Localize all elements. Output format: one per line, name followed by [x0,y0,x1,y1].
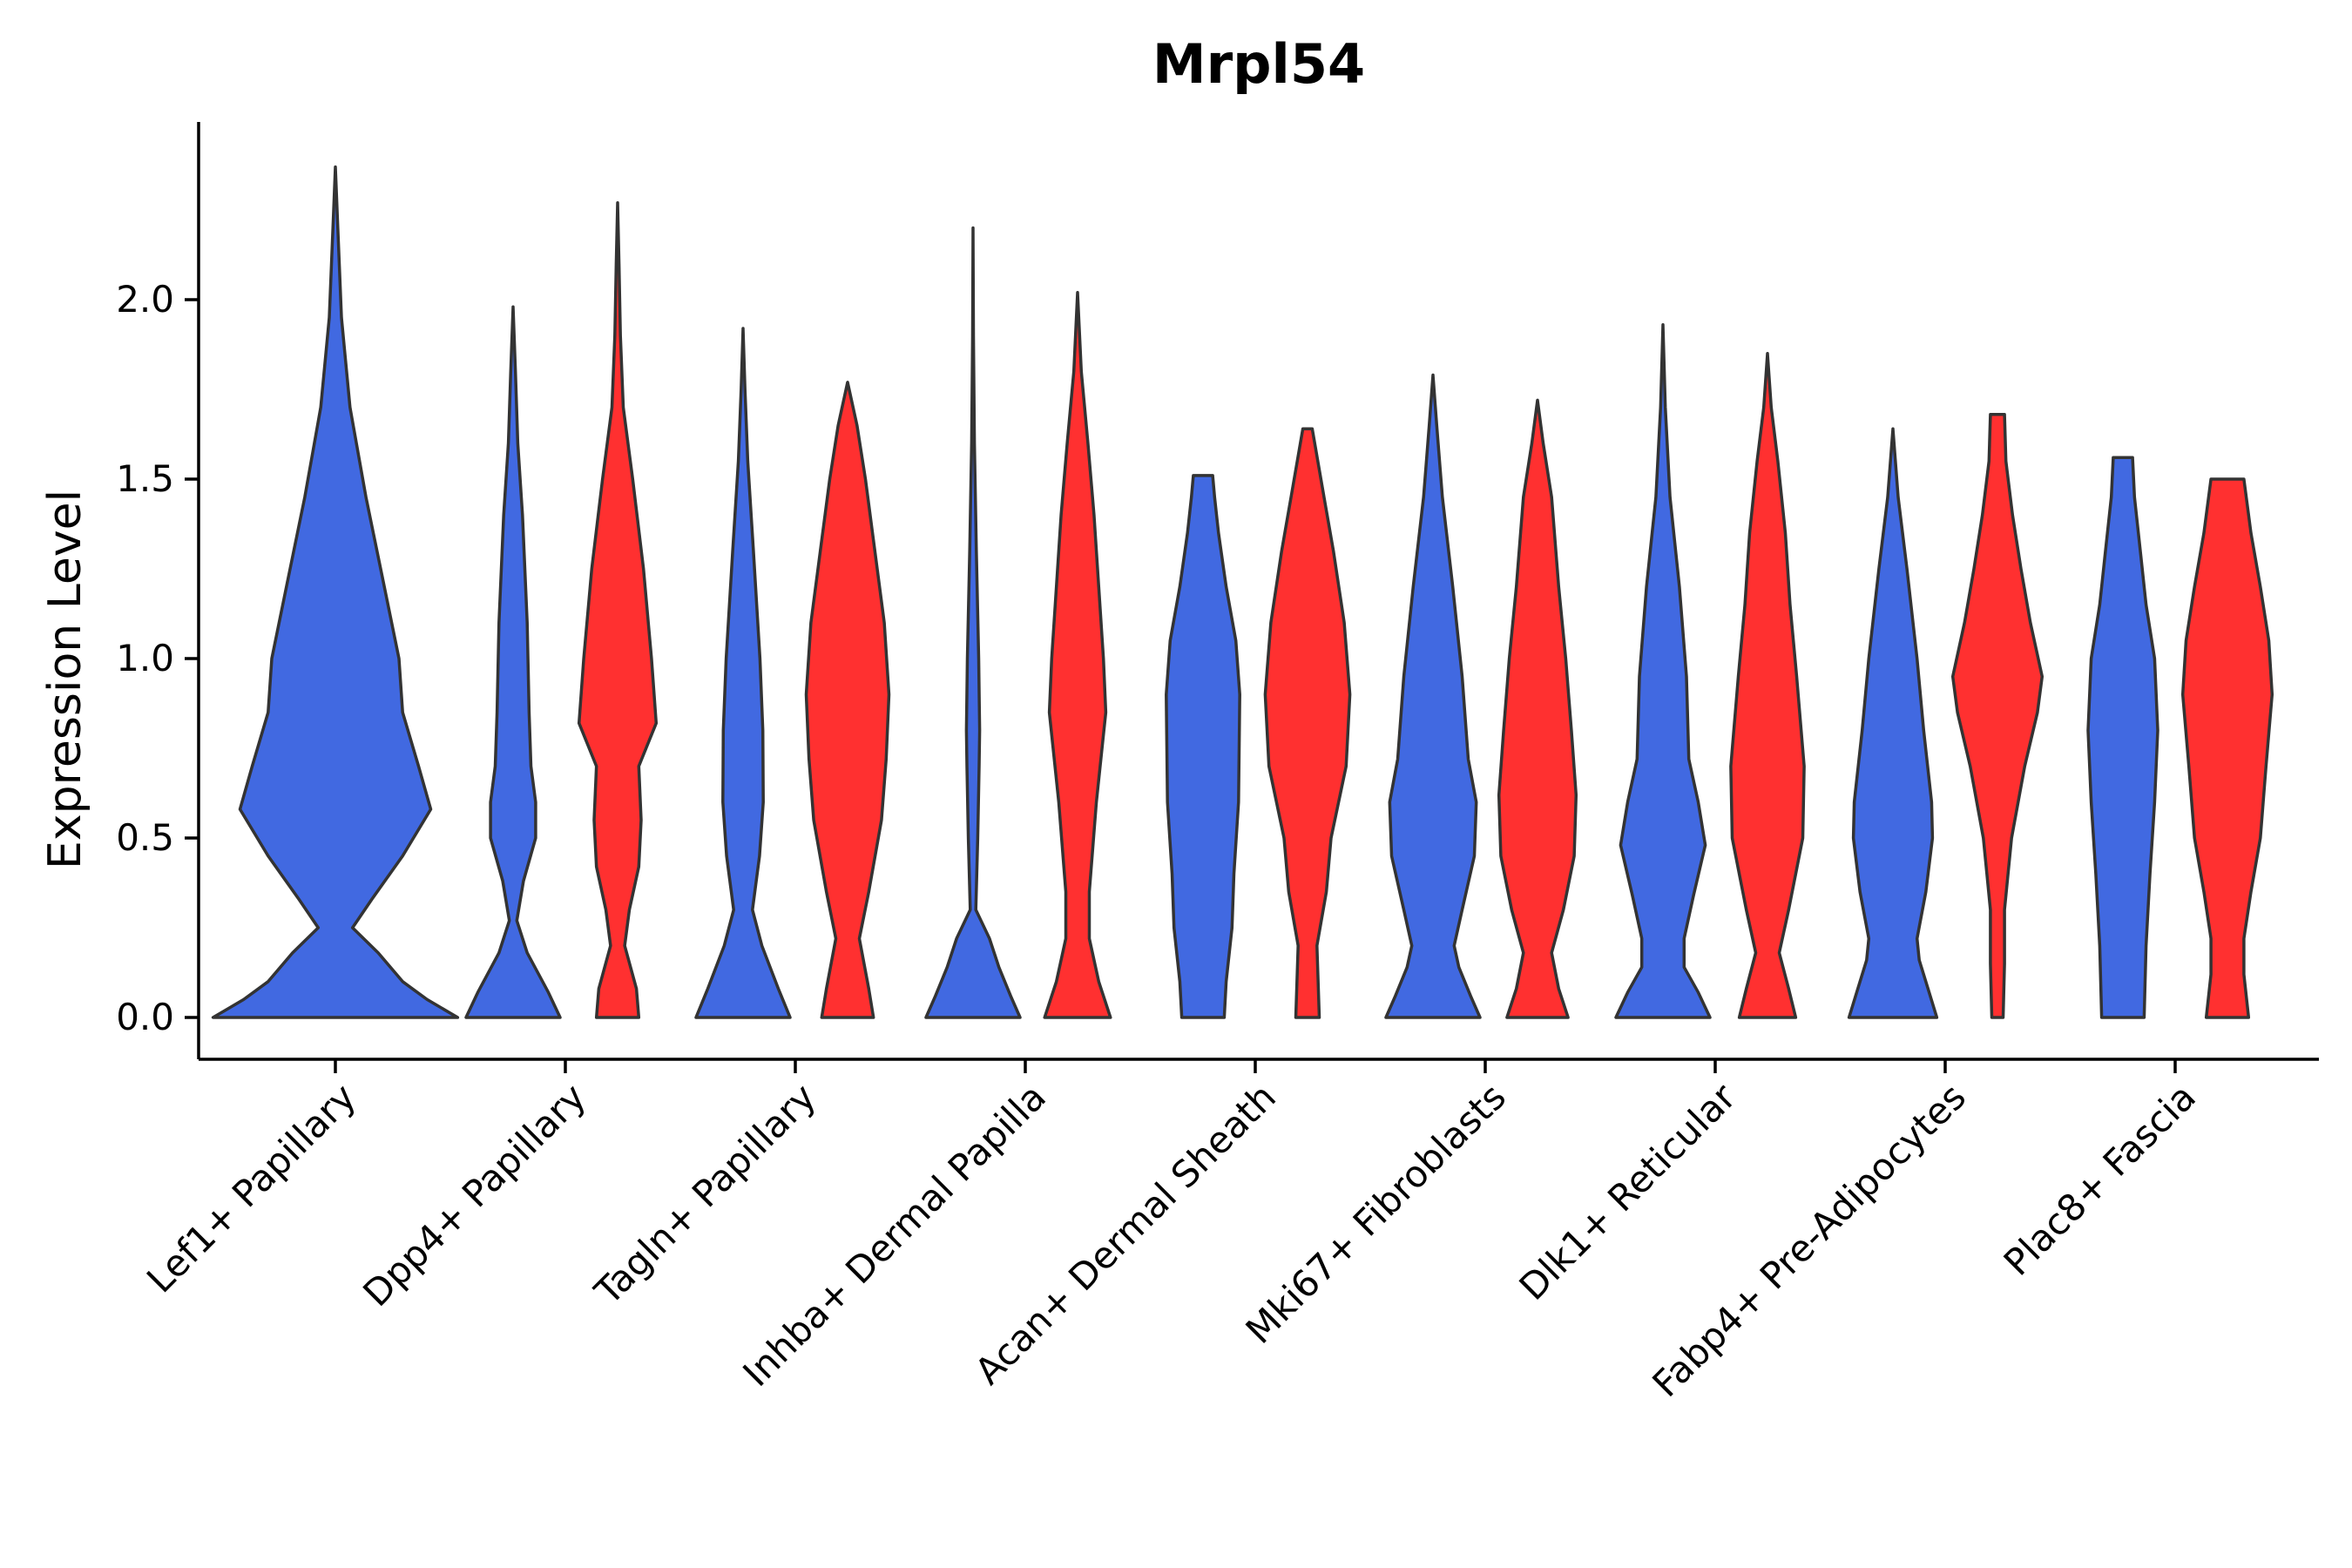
y-tick-label: 0.0 [116,996,174,1038]
violin-group1-5 [1165,474,1241,1019]
y-tick-label: 1.0 [116,637,174,679]
y-tick-label: 1.5 [116,457,174,500]
violin-group1-6 [1384,373,1482,1019]
violin-group2-5 [1263,427,1352,1019]
x-tick-label: Lef1+ Papillary [139,1075,364,1301]
y-tick-label: 0.5 [116,816,174,859]
violin-group2-6 [1497,398,1578,1019]
violin-group2-3 [804,381,891,1019]
violin-group1-7 [1614,323,1712,1019]
x-tick-label: Mki67+ Fibroblasts [1238,1075,1514,1351]
y-tick-label: 2.0 [116,278,174,321]
x-tick-label: Dpp4+ Papillary [355,1075,594,1315]
violin-group2-9 [2180,477,2274,1019]
violin-group1-1 [211,165,460,1019]
violin-group1-9 [2086,456,2159,1019]
axes [197,122,2319,1061]
violin-group2-7 [1729,352,1806,1019]
violin-group2-8 [1950,413,2044,1019]
chart-title: Mrpl54 [1152,32,1365,96]
violin-group1-8 [1847,427,1939,1019]
x-tick-label: Tagln+ Papillary [586,1075,824,1313]
y-axis-label: Expression Level [39,490,91,869]
violin-layer [211,165,2274,1019]
violin-group1-4 [924,226,1022,1019]
violin-group1-2 [464,305,562,1019]
violin-group2-4 [1043,291,1112,1019]
x-tick-label: Plac8+ Fascia [1996,1075,2204,1283]
violin-group2-2 [577,201,659,1019]
x-tick-label: Dlk1+ Reticular [1511,1075,1745,1308]
violin-group1-3 [694,327,792,1019]
y-ticks: 0.0 0.5 1.0 1.5 2.0 [116,278,199,1038]
